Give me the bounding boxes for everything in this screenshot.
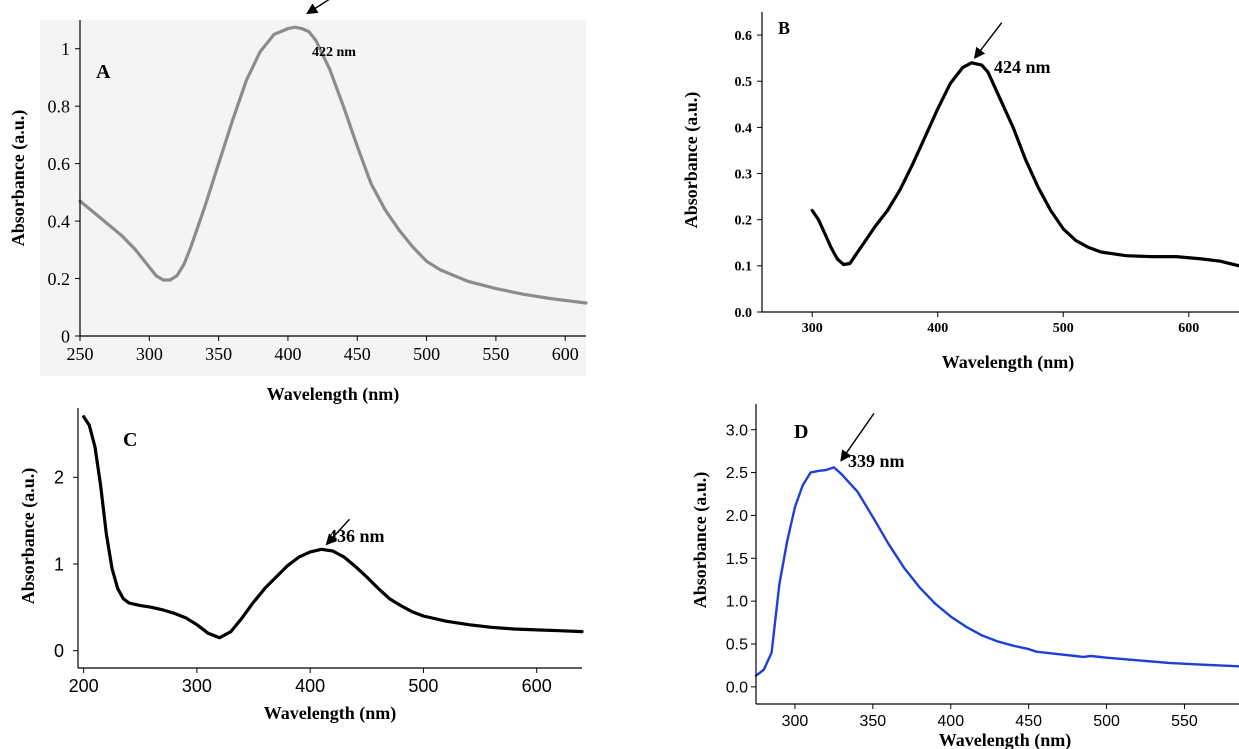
panel-a-y-tick-label: 0.6 bbox=[48, 154, 71, 174]
panel-a-annotation: 422 nm bbox=[312, 45, 356, 60]
panel-d-y-tick-label: 3.0 bbox=[726, 422, 748, 439]
panel-c-annotation: 436 nm bbox=[328, 526, 385, 546]
panel-d-peak-arrow bbox=[840, 413, 875, 462]
panel-a-chart: 250 300 350 400 450 500 550 600 0 0.2 0.4 0.6 0.8 1 A… bbox=[8, 0, 588, 405]
panel-a-x-tick-label: 350 bbox=[205, 344, 232, 364]
panel-d-y-tick-label: 1.5 bbox=[726, 551, 748, 568]
panel-b-y-axis-label: Absorbance (a.u.) bbox=[681, 92, 702, 229]
panel-d-series-line bbox=[754, 466, 1239, 677]
panel-b-label: B bbox=[778, 18, 790, 38]
panel-a-x-tick-label: 450 bbox=[344, 344, 371, 364]
panel-c-y-tick-label: 0 bbox=[54, 641, 64, 661]
panel-a-x-tick-label: 550 bbox=[482, 344, 509, 364]
panel-b-y-tick-label: 0.5 bbox=[735, 75, 753, 90]
panel-a-label: A bbox=[96, 61, 111, 83]
panel-a-y-tick-label: 0.2 bbox=[48, 269, 71, 289]
panel-c-y-axis-label: Absorbance (a.u.) bbox=[18, 468, 39, 605]
panel-d-x-tick-label: 300 bbox=[782, 713, 809, 730]
panel-a-background bbox=[40, 20, 586, 376]
panel-a-x-axis-label: Wavelength (nm) bbox=[267, 384, 400, 405]
panel-c-x-tick-label: 400 bbox=[295, 676, 325, 696]
panel-a-y-tick-label: 0.4 bbox=[48, 211, 71, 231]
panel-d-x-tick-label: 400 bbox=[937, 713, 964, 730]
panel-c-x-tick-label: 500 bbox=[408, 676, 438, 696]
panel-b-annotation: 424 nm bbox=[994, 57, 1051, 77]
panel-d-label: D bbox=[794, 421, 808, 443]
panel-d-y-tick-label: 2.5 bbox=[726, 465, 748, 482]
panel-b-x-tick-label: 500 bbox=[1053, 321, 1074, 336]
panel-c-y-tick-label: 2 bbox=[54, 468, 64, 488]
panel-c-chart: 200 300 400 500 600 0 1 2 C 436 nm Wavelength (… bbox=[18, 408, 584, 724]
panel-d-x-axis-label: Wavelength (nm) bbox=[939, 730, 1072, 749]
panel-a-x-tick-label: 500 bbox=[413, 344, 440, 364]
panel-d-y-axis-label: Absorbance (a.u.) bbox=[690, 472, 711, 609]
panel-a-y-tick-label: 1 bbox=[61, 39, 70, 59]
panel-a-y-tick-label: 0.8 bbox=[48, 96, 71, 116]
panel-b-y-tick-label: 0.6 bbox=[735, 29, 753, 44]
panel-d-y-tick-label: 2.0 bbox=[726, 508, 748, 525]
panel-d-chart: 300 350 400 450 500 5500.00.51.01.52.02.53.0 … bbox=[690, 404, 1239, 749]
panel-a-x-tick-label: 600 bbox=[552, 344, 579, 364]
panel-b-x-tick-label: 600 bbox=[1178, 321, 1199, 336]
panel-b-y-tick-label: 0.3 bbox=[735, 167, 753, 182]
panel-b-series-line bbox=[810, 61, 1239, 268]
panel-b-y-tick-label: 0.4 bbox=[735, 121, 753, 136]
panel-b-y-tick-label: 0.1 bbox=[735, 260, 753, 275]
panel-c-series-line bbox=[82, 415, 584, 640]
panel-d-x-tick-label: 450 bbox=[1015, 713, 1042, 730]
panel-b-chart: 300 400 500 600 0.0 0.1 0.2 0.3 0.4 0.5 0.6 B 424 … bbox=[681, 12, 1239, 373]
panel-a-y-axis-label: Absorbance (a.u.) bbox=[8, 110, 29, 247]
panel-d-y-tick-label: 0.0 bbox=[726, 679, 748, 696]
panel-c-x-tick-label: 200 bbox=[69, 676, 99, 696]
panel-d-x-tick-label: 550 bbox=[1171, 713, 1198, 730]
panel-b-x-tick-label: 400 bbox=[927, 321, 948, 336]
panel-c-peak-arrow bbox=[325, 518, 351, 546]
panel-b-peak-arrow bbox=[973, 22, 1003, 59]
panel-d-x-tick-label: 500 bbox=[1093, 713, 1120, 730]
panel-a-x-tick-label: 300 bbox=[136, 344, 163, 364]
panel-c-y-tick-label: 1 bbox=[54, 554, 64, 574]
panel-b-x-tick-label: 300 bbox=[802, 321, 823, 336]
panel-c-label: C bbox=[123, 429, 137, 451]
panel-a-peak-arrow bbox=[306, 0, 330, 15]
panel-b-y-tick-label: 0.2 bbox=[735, 214, 753, 229]
panel-d-y-tick-label: 0.5 bbox=[726, 637, 748, 654]
panel-c-x-tick-label: 600 bbox=[522, 676, 552, 696]
panel-a-x-tick-label: 250 bbox=[67, 344, 94, 364]
panel-a-series-line bbox=[78, 25, 588, 305]
panel-a-x-tick-label: 400 bbox=[274, 344, 301, 364]
panel-d-y-tick-label: 1.0 bbox=[726, 594, 748, 611]
panel-b-x-axis-label: Wavelength (nm) bbox=[942, 352, 1075, 373]
panel-a-y-tick-label: 0 bbox=[61, 326, 70, 346]
panel-d-x-tick-label: 350 bbox=[860, 713, 887, 730]
panel-d-annotation: 339 nm bbox=[848, 451, 905, 471]
panel-c-x-tick-label: 300 bbox=[182, 676, 212, 696]
panel-c-x-axis-label: Wavelength (nm) bbox=[264, 703, 397, 724]
panel-b-y-tick-label: 0.0 bbox=[735, 306, 753, 321]
